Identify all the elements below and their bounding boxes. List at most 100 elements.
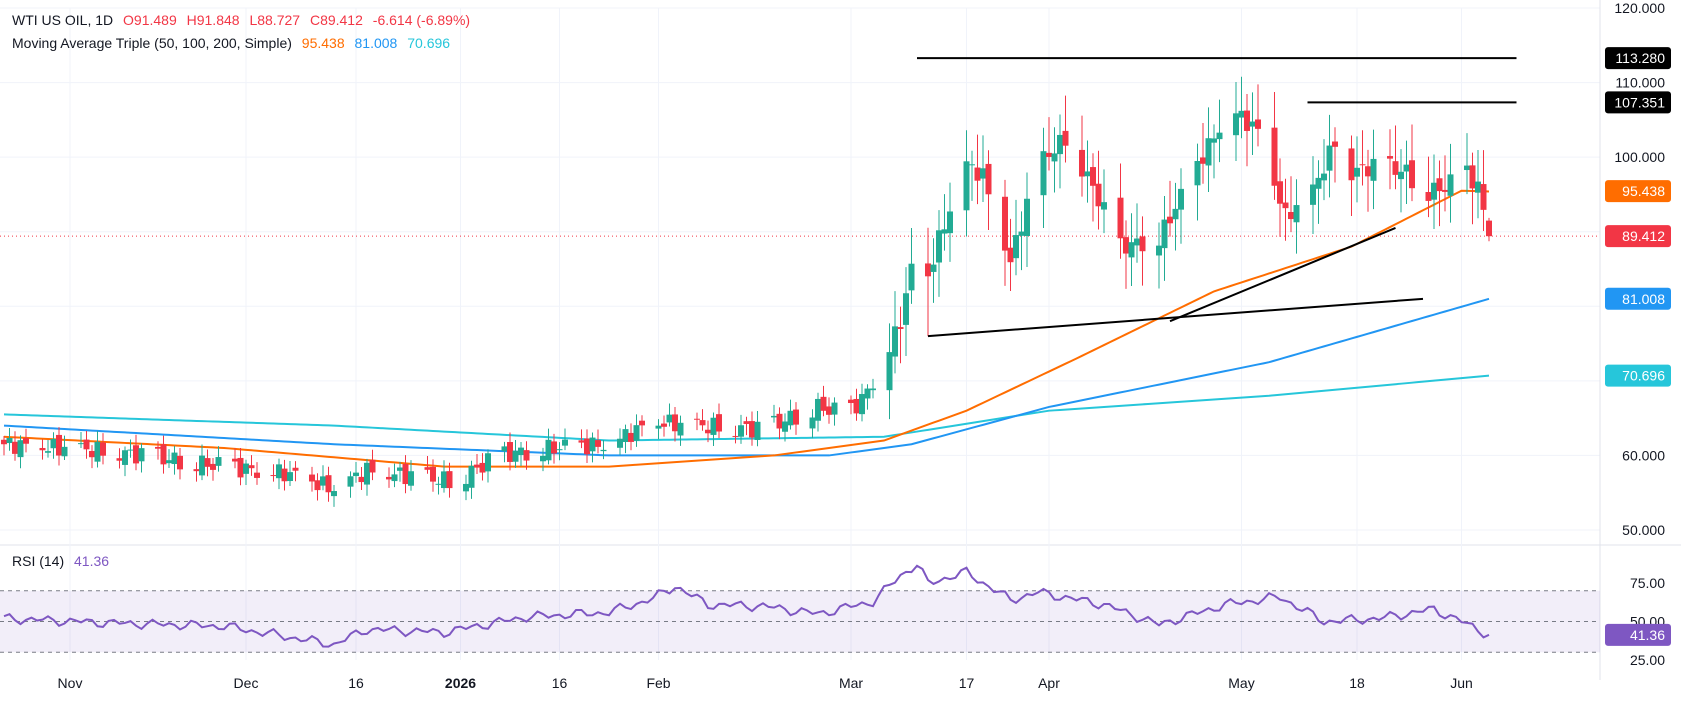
candle-body bbox=[1101, 202, 1107, 210]
time-tick-label: Mar bbox=[839, 675, 863, 691]
last-price-badge-text: 89.412 bbox=[1622, 228, 1665, 244]
candle-body bbox=[133, 445, 139, 464]
candle-body bbox=[237, 457, 244, 478]
candle-body bbox=[941, 229, 948, 234]
candle-body bbox=[694, 418, 700, 420]
candle-body bbox=[1332, 141, 1338, 147]
candle-body bbox=[391, 474, 398, 482]
candle-body bbox=[1233, 113, 1239, 136]
candle-body bbox=[903, 293, 909, 325]
open-value: O91.489 bbox=[123, 12, 177, 28]
candle-body bbox=[1057, 134, 1063, 155]
candle-body bbox=[1321, 173, 1327, 181]
ma-legend-label: Moving Average Triple (50, 100, 200, Sim… bbox=[12, 35, 292, 51]
rsi-legend-label: RSI (14) bbox=[12, 553, 65, 569]
candle-body bbox=[853, 398, 860, 414]
candles bbox=[1, 76, 1492, 507]
ma50-value: 95.438 bbox=[301, 35, 345, 51]
candle-body bbox=[1139, 236, 1146, 252]
candle-body bbox=[1486, 220, 1492, 237]
candle-body bbox=[1293, 205, 1300, 223]
ma200-value: 70.696 bbox=[407, 35, 451, 51]
candle-body bbox=[886, 352, 893, 391]
candle-body bbox=[1123, 237, 1129, 254]
candle-body bbox=[254, 472, 260, 478]
candle-body bbox=[1090, 167, 1096, 186]
candle-body bbox=[985, 163, 992, 195]
candle-body bbox=[639, 420, 645, 426]
candle-body bbox=[1238, 110, 1245, 118]
candle-body bbox=[1464, 165, 1470, 171]
candle-body bbox=[754, 421, 761, 440]
candle-body bbox=[17, 440, 24, 458]
price-axis[interactable]: 120.000110.000100.00060.00050.00075.0050… bbox=[1614, 0, 1665, 668]
candle-body bbox=[281, 468, 288, 482]
candle-body bbox=[1431, 182, 1437, 200]
candle-body bbox=[501, 446, 508, 452]
candle-body bbox=[661, 423, 667, 427]
rsi-value: 41.36 bbox=[74, 553, 110, 569]
time-axis[interactable]: Nov Dec 16 2026 16 Feb Mar 17 Apr May 18 Jun bbox=[58, 675, 1473, 691]
candle-body bbox=[672, 414, 678, 432]
rsi-badge-text: 41.36 bbox=[1630, 627, 1665, 643]
candle-body bbox=[666, 414, 673, 423]
candle-body bbox=[1178, 188, 1184, 210]
candle-body bbox=[61, 446, 68, 457]
candle-body bbox=[358, 476, 365, 483]
candle-body bbox=[39, 447, 46, 451]
change-value: -6.614 (-6.89%) bbox=[372, 12, 471, 28]
candle-body bbox=[468, 465, 475, 488]
time-tick-label: Jun bbox=[1450, 675, 1473, 691]
candle-body bbox=[705, 429, 711, 434]
candle-body bbox=[1425, 192, 1432, 201]
candle-body bbox=[925, 263, 931, 277]
high-value: H91.848 bbox=[186, 12, 240, 28]
candle-body bbox=[776, 413, 783, 429]
candle-body bbox=[859, 394, 865, 415]
ma-legend[interactable]: Moving Average Triple (50, 100, 200, Sim… bbox=[12, 35, 456, 51]
candle-body bbox=[628, 432, 634, 442]
candle-body bbox=[171, 452, 178, 465]
candle-body bbox=[1002, 196, 1008, 251]
candle-body bbox=[1409, 160, 1415, 189]
candle-body bbox=[1469, 165, 1476, 189]
candle-body bbox=[397, 467, 403, 471]
rsi-badge bbox=[1605, 623, 1671, 646]
candle-body bbox=[331, 491, 337, 497]
trendlines[interactable] bbox=[917, 57, 1517, 338]
candle-body bbox=[551, 441, 557, 454]
candle-body bbox=[771, 415, 777, 418]
candle-body bbox=[738, 425, 744, 437]
price-tick-label: 100.000 bbox=[1614, 149, 1665, 165]
symbol-title[interactable]: WTI US OIL, 1D bbox=[12, 12, 114, 28]
time-tick-label: 16 bbox=[552, 675, 568, 691]
candle-body bbox=[848, 399, 854, 404]
candle-body bbox=[1040, 151, 1047, 196]
rsi-legend[interactable]: RSI (14) 41.36 bbox=[12, 553, 115, 569]
time-tick-label: 18 bbox=[1349, 675, 1365, 691]
candle-body bbox=[232, 458, 238, 462]
candle-body bbox=[749, 421, 755, 438]
candle-body bbox=[353, 472, 359, 477]
candle-body bbox=[248, 465, 255, 469]
rsi-tick-label: 75.00 bbox=[1630, 575, 1665, 591]
candle-body bbox=[1079, 149, 1085, 177]
candle-body bbox=[1062, 130, 1069, 146]
candle-body bbox=[309, 474, 315, 482]
candle-body bbox=[56, 434, 62, 456]
time-tick-label: 2026 bbox=[445, 675, 476, 691]
candle-body bbox=[831, 402, 838, 415]
candle-body bbox=[1403, 164, 1410, 172]
candle-body bbox=[78, 443, 84, 445]
candle-body bbox=[732, 435, 739, 437]
candle-body bbox=[463, 483, 469, 492]
candle-body bbox=[89, 450, 95, 458]
candle-body bbox=[782, 421, 788, 432]
candle-body bbox=[545, 439, 552, 461]
ma100-value: 81.008 bbox=[354, 35, 398, 51]
candle-body bbox=[1348, 148, 1355, 181]
candle-body bbox=[1359, 164, 1366, 166]
candle-body bbox=[430, 466, 436, 482]
ma200-badge bbox=[1605, 364, 1671, 387]
